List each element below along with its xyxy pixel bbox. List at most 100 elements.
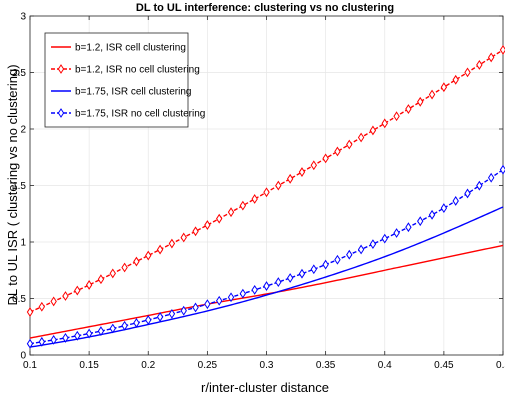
data-point-marker [180, 305, 187, 316]
x-tick-label: 0.1 [23, 360, 37, 371]
data-point-marker [487, 52, 495, 63]
legend-label-2: b=1.2, ISR no cell clustering [75, 65, 200, 76]
data-point-marker [156, 312, 164, 322]
data-point-marker [227, 207, 235, 218]
data-point-marker [452, 74, 459, 85]
chart-title: DL to UL interference: clustering vs no … [136, 2, 394, 14]
data-point-marker [310, 264, 317, 275]
x-axis-label: r/inter-cluster distance [201, 380, 329, 395]
legend-marker-2 [57, 64, 65, 74]
data-point-marker [487, 172, 495, 183]
data-point-marker [275, 277, 282, 288]
y-tick-label: 2.5 [12, 68, 26, 79]
data-point-marker [216, 295, 223, 306]
x-tick-label: 0.3 [260, 360, 274, 371]
data-point-marker [452, 196, 459, 206]
data-point-marker [464, 67, 471, 78]
data-point-marker [369, 239, 377, 250]
data-point-marker [239, 200, 247, 211]
data-point-marker [251, 284, 258, 295]
data-point-marker [109, 268, 116, 279]
legend-label-3: b=1.75, ISR cell clustering [75, 87, 191, 98]
data-point-marker [121, 320, 128, 331]
grid [29, 15, 504, 356]
data-point-marker [192, 302, 199, 313]
data-point-marker [310, 160, 317, 171]
data-point-marker [50, 334, 57, 345]
y-tick-label: 2 [20, 125, 26, 136]
data-point-marker [74, 330, 81, 341]
data-point-marker [428, 209, 436, 220]
x-tick-label: 0.2 [141, 360, 155, 371]
data-point-marker [499, 44, 505, 55]
data-point-marker [156, 244, 164, 255]
data-point-marker [38, 336, 46, 347]
data-point-marker [405, 222, 412, 233]
data-point-marker [121, 262, 128, 273]
data-point-marker [381, 118, 388, 129]
data-point-marker [74, 285, 81, 296]
data-point-marker [298, 167, 306, 177]
data-point-marker [263, 187, 270, 198]
data-point-marker [357, 244, 365, 255]
data-point-marker [251, 194, 258, 204]
x-tick-label: 0.35 [316, 360, 336, 371]
data-point-marker [204, 299, 211, 310]
data-point-marker [393, 228, 400, 238]
x-tick-label: 0.15 [79, 360, 99, 371]
data-point-marker [109, 323, 116, 334]
y-tick-label: 1.5 [12, 181, 26, 192]
data-point-marker [334, 254, 341, 265]
data-point-marker [322, 153, 329, 164]
data-point-marker [417, 96, 424, 107]
data-point-marker [85, 280, 93, 290]
data-point-marker [346, 139, 353, 150]
data-point-marker [168, 308, 176, 319]
legend-marker-4 [57, 108, 65, 118]
data-point-marker [286, 173, 294, 184]
x-tick-label: 0.5 [496, 360, 505, 371]
data-point-marker [393, 111, 400, 122]
data-point-marker [38, 301, 46, 312]
data-point-marker [239, 288, 247, 299]
y-tick-label: 0 [20, 351, 26, 362]
y-tick-label: 3 [20, 12, 26, 23]
y-tick-label: 1 [20, 238, 26, 249]
data-point-marker [97, 274, 105, 285]
series-group [26, 44, 505, 349]
data-point-marker [428, 89, 436, 100]
y-tick-label: 0.5 [12, 294, 26, 305]
data-point-marker [369, 125, 377, 136]
data-point-marker [26, 338, 34, 349]
data-point-marker [216, 213, 223, 224]
data-point-marker [26, 307, 34, 317]
legend-label-1: b=1.2, ISR cell clustering [75, 43, 186, 54]
data-point-marker [145, 250, 152, 261]
data-point-marker [499, 164, 505, 175]
data-point-marker [263, 281, 270, 291]
data-point-marker [275, 180, 282, 191]
data-point-marker [334, 146, 341, 157]
axis-ticks: 0.1 0.15 0.2 0.25 0.3 0.35 0.4 0.45 0.5 0 0.5 1 1.5 2… [12, 12, 505, 372]
data-point-marker [298, 268, 306, 279]
data-point-marker [405, 104, 412, 114]
legend: b=1.2, ISR cell clustering b=1.2, ISR no … [44, 32, 205, 128]
data-point-marker [286, 273, 294, 283]
legend-label-4: b=1.75, ISR no cell clustering [75, 109, 205, 120]
data-point-marker [440, 82, 448, 93]
data-point-marker [476, 180, 483, 191]
data-point-marker [322, 259, 329, 270]
data-point-marker [204, 220, 211, 230]
data-point-marker [168, 238, 176, 249]
x-tick-label: 0.4 [378, 360, 392, 371]
data-point-marker [62, 332, 69, 343]
x-tick-label: 0.45 [434, 360, 454, 371]
data-point-marker [133, 317, 140, 328]
legend-box [44, 32, 189, 128]
data-point-marker [50, 296, 57, 307]
data-point-marker [133, 256, 140, 267]
data-point-marker [440, 203, 448, 214]
data-point-marker [145, 315, 152, 325]
